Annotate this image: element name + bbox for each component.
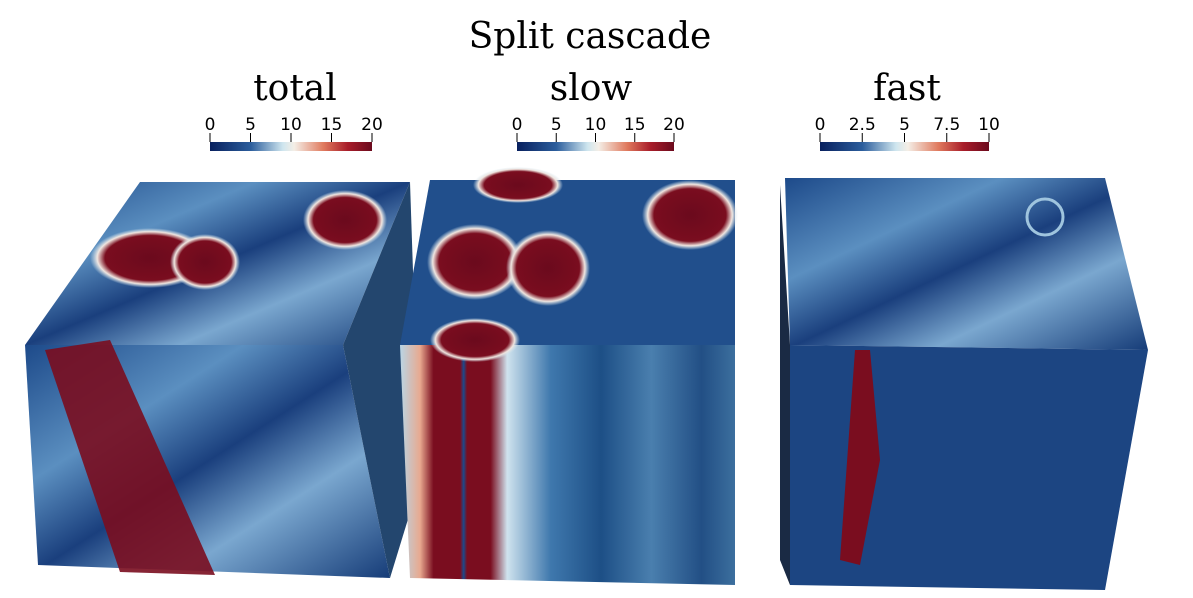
panel-title: total	[253, 68, 337, 109]
tick-label: 15	[321, 115, 343, 135]
vortex	[642, 180, 738, 250]
figure-title: Split cascade	[469, 16, 712, 57]
cube-top	[785, 178, 1148, 350]
tick-label: 5	[899, 115, 910, 135]
panel-title: fast	[873, 68, 941, 109]
vortex	[303, 190, 387, 250]
streak	[840, 350, 880, 565]
vortex	[427, 224, 523, 300]
tick-label: 10	[585, 115, 607, 135]
tick-label: 2.5	[849, 115, 876, 135]
colorbar	[210, 142, 372, 151]
tick-label: 0	[512, 115, 523, 135]
cube-side	[780, 185, 790, 585]
tick-label: 7.5	[933, 115, 960, 135]
tick-label: 0	[815, 115, 826, 135]
vortex	[430, 318, 520, 362]
vortex	[473, 167, 563, 203]
tick-label: 5	[245, 115, 256, 135]
colorbar	[820, 142, 989, 151]
cube-front	[790, 345, 1148, 590]
vortex	[170, 234, 240, 290]
total-cube	[25, 182, 420, 578]
tick-label: 20	[361, 115, 383, 135]
colorbar	[517, 142, 674, 151]
slow-cube	[400, 167, 738, 585]
vortex	[506, 230, 590, 306]
cube-front	[400, 345, 735, 585]
tick-label: 10	[280, 115, 302, 135]
vortex-ring	[1025, 197, 1065, 237]
tick-label: 10	[978, 115, 1000, 135]
panel-title: slow	[550, 68, 633, 109]
band	[45, 340, 215, 575]
tick-label: 0	[205, 115, 216, 135]
cube-side	[343, 182, 420, 578]
tick-label: 5	[551, 115, 562, 135]
tick-label: 20	[663, 115, 685, 135]
tick-label: 15	[624, 115, 646, 135]
fast-cube	[780, 178, 1148, 590]
